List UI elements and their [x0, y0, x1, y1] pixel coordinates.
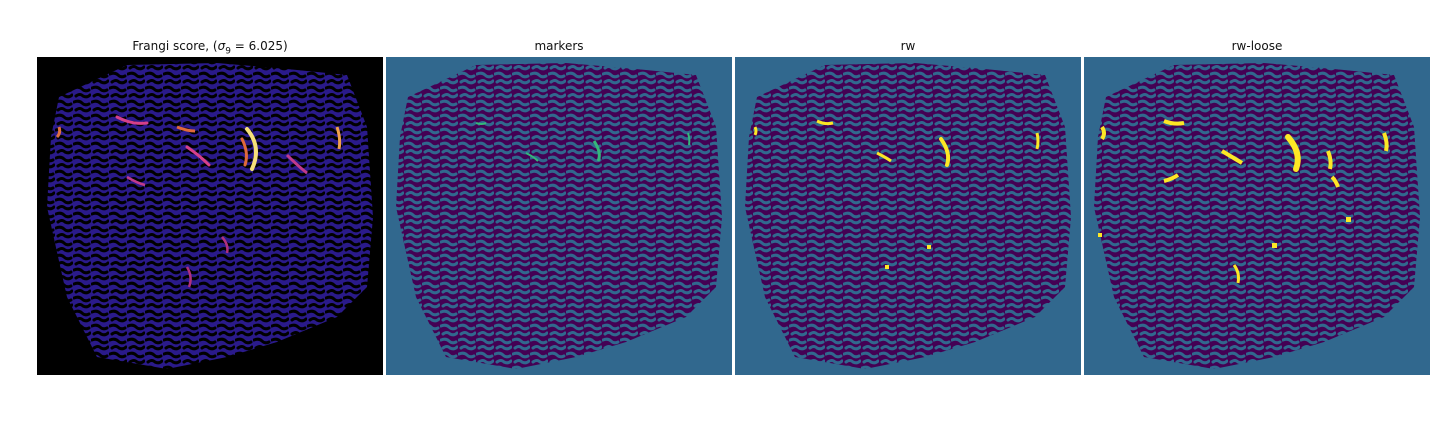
panel-title-rw: rw: [900, 39, 916, 53]
markers-image: [386, 57, 732, 375]
rw-vessel-regions: [753, 119, 1040, 269]
panel-title-rw-loose: rw-loose: [1231, 39, 1283, 53]
frangi-vessel-highlights: [55, 115, 342, 288]
marker-regions: [475, 122, 691, 162]
rw-image: [735, 57, 1081, 375]
rw-loose-vessel-regions: [1098, 119, 1389, 284]
panel-title-frangi: Frangi score, (σ9 = 6.025): [132, 39, 288, 57]
frangi-score-image: [37, 57, 383, 375]
rw-loose-image: [1084, 57, 1430, 375]
panel-title-markers: markers: [534, 39, 584, 53]
